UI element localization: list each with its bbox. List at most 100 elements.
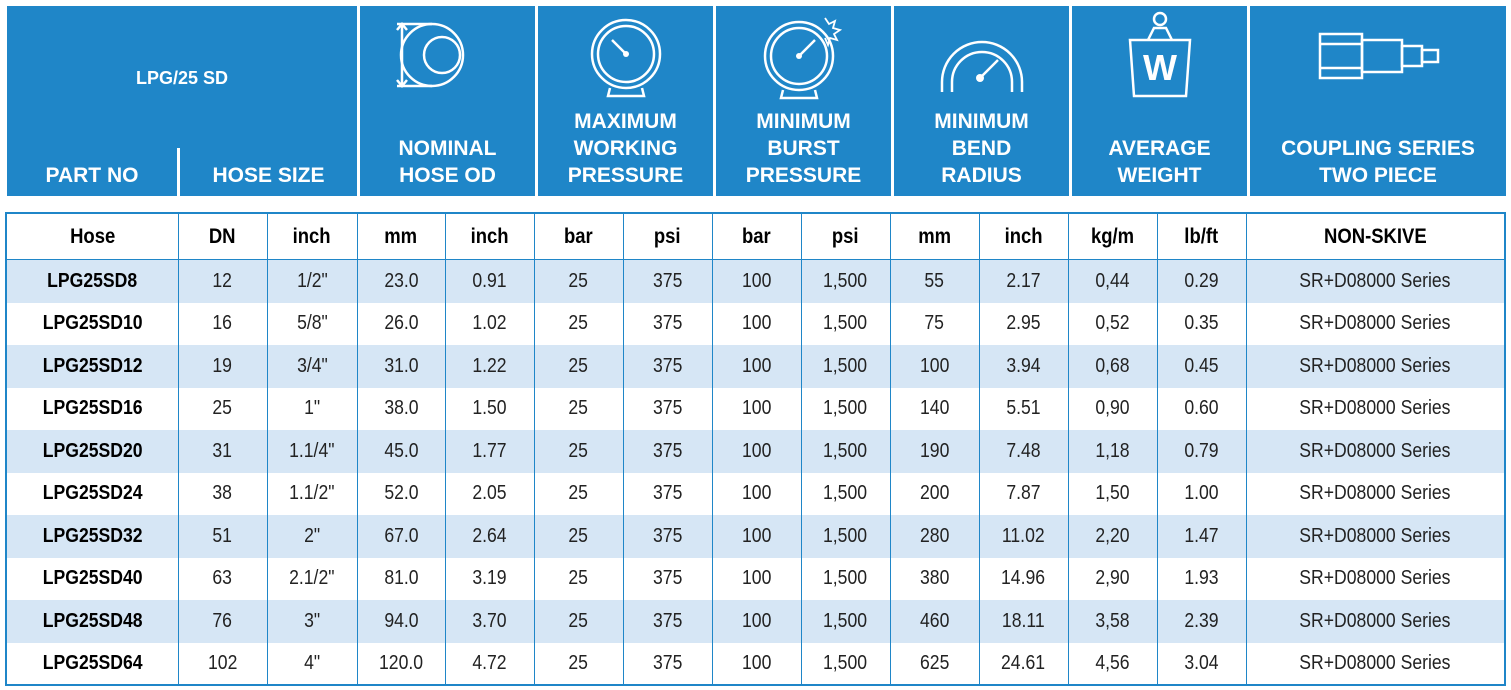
column-header: psi <box>801 214 891 260</box>
column-header: DN <box>178 214 268 260</box>
table-row: LPG25SD8 12 1/2" 23.0 0.91 25 375 100 1,500 55 2.1… <box>7 259 1504 303</box>
table-cell: 380 <box>890 557 980 600</box>
table-cell: 1.47 <box>1157 515 1247 558</box>
table-cell: 100 <box>712 345 802 388</box>
table-cell: 625 <box>890 642 980 685</box>
table-cell: 375 <box>623 345 713 388</box>
table-cell: 2.39 <box>1157 600 1247 643</box>
hose-od-icon <box>396 22 465 88</box>
table-cell: 2.17 <box>979 259 1069 303</box>
table-cell: 1,500 <box>801 387 891 430</box>
table-cell: SR+D08000 Series <box>1246 345 1504 388</box>
table-cell: 51 <box>178 515 268 558</box>
table-cell: 24.61 <box>979 642 1069 685</box>
column-header: inch <box>445 214 535 260</box>
table-cell: 25 <box>534 302 624 345</box>
part-number-cell: LPG25SD8 <box>7 259 179 303</box>
table-cell: 1,50 <box>1068 472 1158 515</box>
table-cell: 1.1/2" <box>267 472 358 515</box>
table-cell: 2.05 <box>445 472 535 515</box>
table-cell: 4" <box>267 642 358 685</box>
column-header: NON-SKIVE <box>1246 214 1504 260</box>
table-cell: 0,52 <box>1068 302 1158 345</box>
part-number-cell: LPG25SD64 <box>7 642 179 685</box>
table-cell: 375 <box>623 259 713 303</box>
table-cell: 3,58 <box>1068 600 1158 643</box>
table-cell: 81.0 <box>357 557 446 600</box>
table-cell: 1,500 <box>801 557 891 600</box>
table-cell: 375 <box>623 302 713 345</box>
table-cell: 25 <box>534 259 624 303</box>
header-min-burst: MINIMUM BURST PRESSURE <box>716 6 891 196</box>
header-part-hose: LPG/25 SD PART NO HOSE SIZE <box>7 6 357 196</box>
table-cell: SR+D08000 Series <box>1299 652 1451 675</box>
table-cell: 1,18 <box>1068 430 1158 473</box>
table-cell: 3.70 <box>445 600 535 643</box>
table-cell: SR+D08000 Series <box>1246 259 1504 303</box>
table-cell: 0,44 <box>1068 259 1158 303</box>
table-cell: 375 <box>623 557 713 600</box>
table-cell: 1.22 <box>445 345 535 388</box>
table-cell: 3/4" <box>267 345 358 388</box>
table-cell: 375 <box>623 387 713 430</box>
header-coupling: COUPLING SERIES TWO PIECE <box>1250 6 1506 196</box>
table-cell: 1.50 <box>445 387 535 430</box>
table-cell: SR+D08000 Series <box>1299 567 1451 590</box>
table-cell: 2.64 <box>445 515 535 558</box>
table-cell: 100 <box>712 302 802 345</box>
table-cell: 31 <box>178 430 268 473</box>
part-no-label: PART NO <box>45 164 139 187</box>
table-cell: 375 <box>623 600 713 643</box>
part-number-cell: LPG25SD16 <box>7 387 179 430</box>
table-cell: 280 <box>890 515 980 558</box>
column-header-row: Hose DN inch mm inch bar psi bar psi mm inch kg/m lb… <box>7 214 1504 260</box>
svg-text:W: W <box>1143 47 1177 88</box>
table-cell: 375 <box>623 430 713 473</box>
table-cell: 76 <box>178 600 268 643</box>
part-number-cell: LPG25SD32 <box>7 515 179 558</box>
table-cell: 7.87 <box>979 472 1069 515</box>
table-cell: 11.02 <box>979 515 1069 558</box>
table-cell: 100 <box>712 387 802 430</box>
table-cell: 1.77 <box>445 430 535 473</box>
table-cell: 25 <box>534 430 624 473</box>
header-nominal-od: NOMINAL HOSE OD <box>360 6 535 196</box>
table-cell: SR+D08000 Series <box>1246 515 1504 558</box>
max-working-label: MAXIMUM WORKING PRESSURE <box>567 110 684 187</box>
table-cell: 14.96 <box>979 557 1069 600</box>
column-header: inch <box>979 214 1069 260</box>
table-cell: 0.60 <box>1157 387 1247 430</box>
table-row: LPG25SD20 31 1.1/4" 45.0 1.77 25 375 100 1,500 19… <box>7 430 1504 473</box>
column-header: mm <box>890 214 980 260</box>
table-cell: 1,500 <box>801 642 891 685</box>
table-cell: 2.1/2" <box>267 557 358 600</box>
bend-radius-icon <box>940 40 1023 92</box>
table-cell: 1.93 <box>1157 557 1247 600</box>
table-cell: 100 <box>712 515 802 558</box>
table-cell: 0,68 <box>1068 345 1158 388</box>
part-number-cell: LPG25SD12 <box>7 345 179 388</box>
table-row: LPG25SD12 19 3/4" 31.0 1.22 25 375 100 1,500 100 3… <box>7 345 1504 388</box>
table-cell: 1,500 <box>801 430 891 473</box>
table-cell: 19 <box>178 345 268 388</box>
table-cell: 4,56 <box>1068 642 1158 685</box>
table-cell: 75 <box>890 302 980 345</box>
table-cell: 3.04 <box>1157 642 1247 685</box>
table-cell: 2" <box>267 515 358 558</box>
table-row: LPG25SD24 38 1.1/2" 52.0 2.05 25 375 100 1,500 20… <box>7 472 1504 515</box>
table-row: LPG25SD32 51 2" 67.0 2.64 25 375 100 1,500 280 11.… <box>7 515 1504 558</box>
column-header: kg/m <box>1068 214 1158 260</box>
hose-spec-table: Hose DN inch mm inch bar psi bar psi mm inch kg/m lb… <box>7 214 1504 685</box>
table-cell: 100 <box>712 642 802 685</box>
column-header: bar <box>534 214 624 260</box>
table-cell: 100 <box>712 600 802 643</box>
table-cell: 0.35 <box>1157 302 1247 345</box>
table-cell: 16 <box>178 302 268 345</box>
table-cell: 460 <box>890 600 980 643</box>
table-cell: 52.0 <box>357 472 446 515</box>
table-cell: 38 <box>178 472 268 515</box>
pressure-gauge-icon <box>590 18 661 98</box>
table-cell: 55 <box>890 259 980 303</box>
hose-size-label: HOSE SIZE <box>212 164 325 187</box>
min-burst-label: MINIMUM BURST PRESSURE <box>745 110 862 187</box>
